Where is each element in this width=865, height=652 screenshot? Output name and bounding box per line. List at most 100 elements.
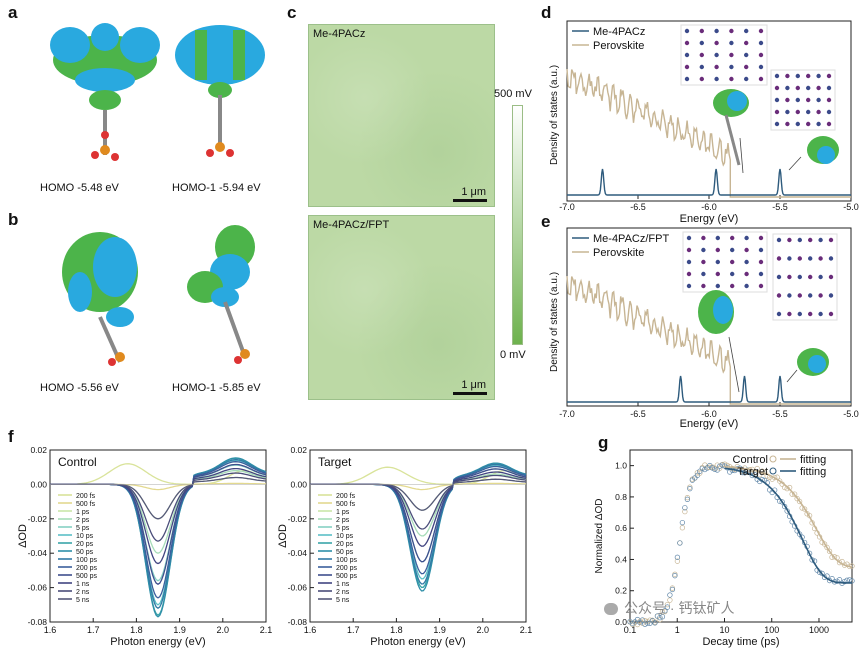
chart-f-control-legend-label-5: 10 ps	[76, 533, 94, 540]
chart-d-atom	[795, 73, 800, 79]
chart-e-atom	[701, 259, 706, 265]
homo-orbital-b	[62, 232, 138, 366]
chart-d-atom	[816, 85, 821, 91]
chart-f-control-legend-label-3: 2 ps	[76, 517, 90, 524]
chart-f-control-legend-label-11: 1 ns	[76, 581, 90, 588]
chart-d-atom	[684, 28, 690, 34]
chart-g-point-control	[672, 571, 678, 577]
chart-f-control-frame	[49, 449, 267, 623]
watermark-text: 公众号 · 钙钛矿人	[624, 600, 735, 616]
chart-f-target-ytick-label-3: -0.04	[288, 548, 308, 558]
chart-g-point-control	[831, 554, 838, 560]
colorbar	[512, 105, 523, 345]
chart-d-atom	[785, 109, 790, 115]
chart-g-point-control	[684, 495, 691, 501]
chart-f-control-legend-label-1: 500 fs	[76, 501, 96, 508]
chart-f-target-legend-label-13: 5 ns	[336, 597, 350, 604]
chart-g-xtick-label-0: 0.1	[624, 625, 637, 635]
chart-d-xtick-label-3: -5.5	[772, 202, 788, 212]
chart-e-atom	[776, 237, 782, 243]
chart-g-point-control	[796, 498, 803, 505]
chart-d-atom	[699, 52, 704, 58]
chart-e-atom	[715, 259, 720, 265]
chart-f-control-legend-label-2: 1 ps	[76, 509, 90, 516]
chart-f-control-curves	[50, 457, 267, 618]
chart-e-legend-perov: Perovskite	[593, 247, 644, 259]
chart-f-target-legend-label-7: 50 ps	[336, 549, 354, 556]
chart-e-inset-right	[772, 233, 838, 376]
chart-f-target-xtick-label-4: 2.0	[477, 625, 490, 635]
scale-label-bottom: 1 μm	[461, 379, 486, 391]
homo-orbital-a	[50, 23, 160, 161]
chart-f-control-legend-label-13: 5 ns	[76, 597, 90, 604]
chart-d-atom	[806, 97, 811, 103]
panel-label-e: e	[541, 212, 551, 231]
chart-f-control-xtick-label-0: 1.6	[44, 625, 57, 635]
chart-e-perovskite-line	[566, 276, 851, 405]
chart-d-atom	[699, 64, 704, 70]
chart-g: 0.1 1 10 100 1000 0.0 0.2 0.4 0.6 0.8 1.0 Control…	[594, 449, 855, 648]
chart-g-point-target	[841, 578, 848, 585]
chart-e-atom	[808, 311, 813, 317]
chart-g-ytick-label-5: 1.0	[615, 461, 627, 471]
chart-g-point-target	[657, 614, 663, 621]
chart-f-control-title: Control	[58, 455, 97, 469]
chart-e-atom	[787, 256, 792, 261]
chart-d-atom	[744, 40, 749, 46]
chart-f-control-ylabel: ΔOD	[18, 524, 29, 548]
chart-e-atom	[808, 293, 813, 298]
chart-f-control-xtick-label-4: 2.0	[217, 625, 230, 635]
chart-d-atom	[774, 121, 780, 127]
chart-g-ytick-label-1: 0.2	[615, 586, 627, 596]
chart-d-atom	[714, 28, 719, 34]
chart-d-atom	[744, 64, 749, 70]
chart-e-atom	[686, 259, 692, 265]
chart-g-legend-fit-target: fitting	[800, 466, 826, 478]
afm-title-me4pacz: Me-4PACz	[313, 28, 366, 40]
chart-g-xtick-label-3: 100	[764, 625, 779, 635]
chart-g-point-target	[821, 574, 828, 580]
scale-label-top: 1 μm	[461, 186, 486, 198]
chart-f-target-title: Target	[318, 455, 352, 469]
chart-f-control-curve-200fs	[50, 463, 267, 486]
scale-bar-top	[453, 199, 487, 202]
chart-d-atom	[806, 121, 811, 127]
chart-d-atom	[684, 76, 690, 82]
chart-e-legend-fpt: Me-4PACz/FPT	[593, 233, 669, 245]
chart-d-atom	[795, 85, 800, 91]
chart-e-fpt-line	[567, 375, 851, 403]
chart-g-point-target	[682, 505, 688, 511]
chart-f-target-legend-label-6: 20 ps	[336, 541, 354, 548]
chart-d-atom	[826, 73, 832, 79]
chart-g-point-target	[679, 519, 686, 526]
chart-g-point-target	[669, 586, 676, 593]
chart-d-arrow-right	[788, 156, 802, 171]
chart-d-xtick-label-4: -5.0	[843, 202, 859, 212]
chart-d-atom	[758, 28, 764, 34]
chart-e-xlabel: Energy (eV)	[680, 418, 739, 430]
chart-f-control-legend-label-7: 50 ps	[76, 549, 94, 556]
chart-f-target-legend-label-8: 100 ps	[336, 557, 358, 564]
chart-g-point-control	[826, 548, 833, 554]
chart-e-atom	[797, 237, 802, 243]
homo1-orbital-a	[175, 25, 265, 157]
chart-g-point-target	[819, 570, 825, 577]
chart-e-atom	[776, 256, 782, 261]
chart-g-ylabel: Normalized ΔOD	[594, 498, 605, 573]
chart-e-atom	[828, 311, 834, 317]
colorbar-min-label: 0 mV	[500, 349, 526, 361]
chart-d-atom	[774, 85, 780, 91]
chart-e-atom	[715, 283, 720, 289]
chart-g-point-control	[801, 506, 808, 512]
chart-g-point-target	[699, 465, 705, 472]
chart-g-ytick-label-0: 0.0	[615, 617, 627, 627]
chart-g-point-control	[697, 470, 703, 476]
chart-e-atom	[787, 237, 792, 243]
chart-e-atom	[818, 311, 823, 317]
chart-e-atom	[797, 293, 802, 298]
chart-f-control-xticks: 1.6 1.7 1.8 1.9 2.0 2.1	[44, 618, 272, 635]
chart-f-target-legend-label-0: 200 fs	[336, 493, 356, 500]
chart-g-ytick-label-4: 0.8	[615, 492, 627, 502]
chart-g-point-target	[667, 592, 673, 598]
panel-label-a: a	[8, 3, 18, 22]
